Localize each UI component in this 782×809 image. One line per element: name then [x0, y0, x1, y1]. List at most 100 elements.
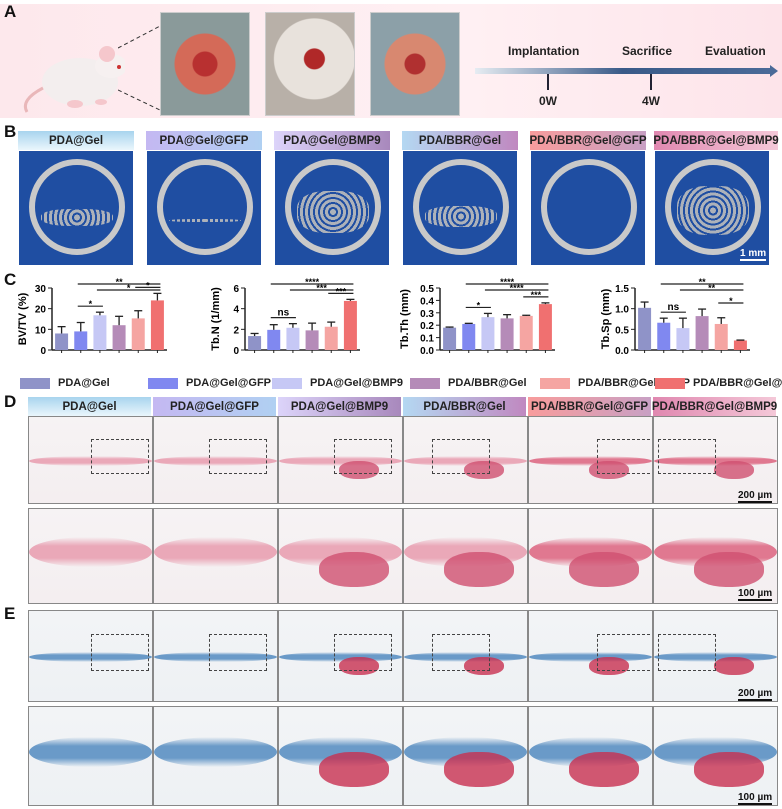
timeline-tick-mark — [650, 74, 652, 90]
legend-swatch — [540, 377, 570, 389]
he-stain-image — [528, 416, 653, 504]
he-stain-image — [653, 508, 778, 604]
legend-item: PDA@Gel — [20, 377, 110, 389]
legend-swatch — [20, 377, 50, 389]
tissue-band — [154, 456, 277, 466]
significance-label: **** — [510, 283, 525, 293]
new-bone — [677, 186, 749, 235]
significance-label: *** — [316, 283, 327, 293]
group-header-b: PDA/BBR@Gel@GFP — [530, 131, 647, 150]
microct-image — [275, 151, 389, 265]
new-bone-tissue — [569, 552, 639, 588]
new-bone-tissue — [464, 461, 504, 479]
y-tick-label: 0.3 — [420, 309, 434, 320]
legend-item: PDA/BBR@Gel@BMP9 — [655, 377, 782, 389]
tissue-band — [529, 456, 652, 466]
new-bone — [41, 208, 113, 226]
bar — [676, 328, 690, 350]
new-bone — [169, 218, 241, 222]
tissue-band — [404, 456, 527, 466]
tissue-band — [154, 537, 277, 568]
he-stain-image — [278, 416, 403, 504]
bar — [343, 300, 357, 350]
new-bone-tissue — [569, 752, 639, 787]
zoom-region-box — [334, 634, 392, 671]
significance-label: **** — [305, 278, 320, 287]
surgery-photo-3 — [370, 12, 460, 116]
microct-image — [403, 151, 517, 265]
bar — [267, 329, 281, 350]
new-bone-tissue — [589, 461, 629, 479]
masson-stain-image — [28, 610, 153, 702]
bar — [519, 315, 533, 350]
significance-label: *** — [531, 290, 542, 300]
masson-stain-image — [278, 610, 403, 702]
microct-image — [531, 151, 645, 265]
y-tick-label: 1.0 — [615, 305, 629, 316]
significance-label: * — [146, 280, 150, 290]
bone-defect-ring — [157, 159, 253, 255]
tissue-band — [154, 652, 277, 662]
tissue-band — [404, 652, 527, 662]
legend-swatch — [410, 377, 440, 389]
group-header-d: PDA@Gel — [28, 397, 151, 416]
new-bone — [425, 206, 497, 227]
bar — [305, 330, 319, 350]
surgery-photo-1 — [160, 12, 250, 116]
group-header-b: PDA@Gel@GFP — [146, 131, 262, 150]
y-tick-label: 4 — [233, 305, 239, 316]
chart-3: 0.0 0.5 1.0 1.5Tb.Sp (mm) **** ns * — [600, 278, 750, 357]
group-header-d: PDA/BBR@Gel — [403, 397, 526, 416]
he-stain-image — [528, 508, 653, 604]
bar — [638, 307, 652, 350]
new-bone-tissue — [319, 552, 389, 588]
new-bone-tissue — [714, 461, 754, 479]
significance-label: * — [89, 299, 93, 309]
surgery-photo-2 — [265, 12, 355, 116]
bar — [443, 327, 457, 350]
masson-stain-image — [153, 706, 278, 806]
significance-label: *** — [336, 286, 347, 296]
microct-image — [655, 151, 769, 265]
zoom-region-box — [209, 439, 267, 475]
y-tick-label: 10 — [35, 325, 47, 336]
bar — [538, 304, 552, 350]
y-tick-label: 20 — [35, 305, 47, 316]
timeline-tick-4w: 4W — [642, 94, 660, 108]
zoom-region-box — [597, 439, 652, 475]
zoom-region-box — [597, 634, 652, 671]
legend-swatch — [655, 377, 685, 389]
scale-bar-e-top: 200 µm — [738, 688, 773, 701]
significance-label: ** — [708, 283, 716, 293]
zoom-region-box — [432, 634, 490, 671]
bar — [657, 322, 671, 350]
significance-label: **** — [500, 278, 515, 287]
he-stain-image — [28, 508, 153, 604]
group-header-b: PDA@Gel — [18, 131, 134, 150]
tissue-band — [154, 737, 277, 767]
bone-defect-ring — [541, 159, 637, 255]
timeline-event-evaluation: Evaluation — [705, 44, 766, 58]
rat-illustration — [23, 46, 125, 113]
masson-stain-image — [528, 610, 653, 702]
bar — [131, 318, 145, 350]
bar — [714, 323, 728, 350]
new-bone-tissue — [444, 552, 514, 588]
timeline-tick-mark — [547, 74, 549, 90]
scale-bar-d-bottom: 100 µm — [738, 588, 773, 601]
chart-2: 0.00.10.20.30.40.5Tb.Th (mm)************ — [399, 278, 555, 357]
new-bone-tissue — [694, 552, 764, 588]
he-stain-image — [653, 416, 778, 504]
masson-stain-image — [278, 706, 403, 806]
bar — [733, 340, 747, 350]
bar — [500, 318, 514, 350]
significance-label: * — [729, 296, 733, 306]
legend-item: PDA@Gel@GFP — [148, 377, 271, 389]
y-tick-label: 30 — [35, 284, 47, 295]
legend-swatch — [272, 377, 302, 389]
group-header-b: PDA/BBR@Gel@BMP9 — [653, 131, 779, 150]
significance-label: ns — [667, 302, 679, 313]
y-tick-label: 0.2 — [420, 321, 434, 332]
timeline-event-implantation: Implantation — [508, 44, 580, 58]
